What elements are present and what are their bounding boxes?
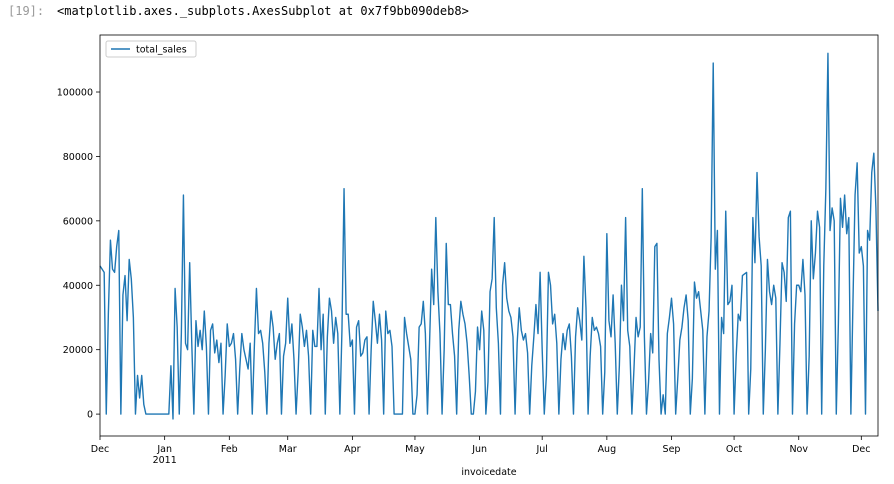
- y-tick-label: 80000: [63, 152, 93, 163]
- x-tick-label: Oct: [726, 444, 743, 455]
- prompt: [19]:: [8, 4, 45, 18]
- x-tick-label: Dec: [91, 444, 109, 455]
- x-axis-label: invoicedate: [461, 467, 516, 478]
- x-tick-label: Nov: [789, 444, 808, 455]
- x-tick-label: Jan: [156, 444, 172, 455]
- x-tick-label: Jul: [535, 444, 547, 455]
- x-tick-label: Mar: [279, 444, 297, 455]
- x-tick-label: Aug: [598, 444, 617, 455]
- y-tick-label: 0: [87, 410, 93, 421]
- x-tick-label: May: [405, 444, 425, 455]
- cell-output-header: [19]: <matplotlib.axes._subplots.AxesSub…: [0, 0, 894, 22]
- x-tick-label: Apr: [344, 444, 361, 455]
- legend-label: total_sales: [136, 45, 187, 56]
- output-text: <matplotlib.axes._subplots.AxesSubplot a…: [57, 4, 469, 18]
- legend-box: [105, 40, 197, 58]
- y-tick-label: 40000: [63, 281, 93, 292]
- x-tick-label: Jun: [471, 444, 487, 455]
- y-tick-label: 60000: [63, 216, 93, 227]
- x-tick-label: Dec: [852, 444, 870, 455]
- x-tick-label: Sep: [663, 444, 681, 455]
- x-tick-label: Feb: [221, 444, 238, 455]
- y-tick-label: 20000: [63, 345, 93, 356]
- plot-frame: [99, 34, 879, 437]
- line: [99, 52, 879, 420]
- y-tick-label: 100000: [57, 88, 93, 99]
- x-tick-sublabel: 2011: [153, 455, 177, 466]
